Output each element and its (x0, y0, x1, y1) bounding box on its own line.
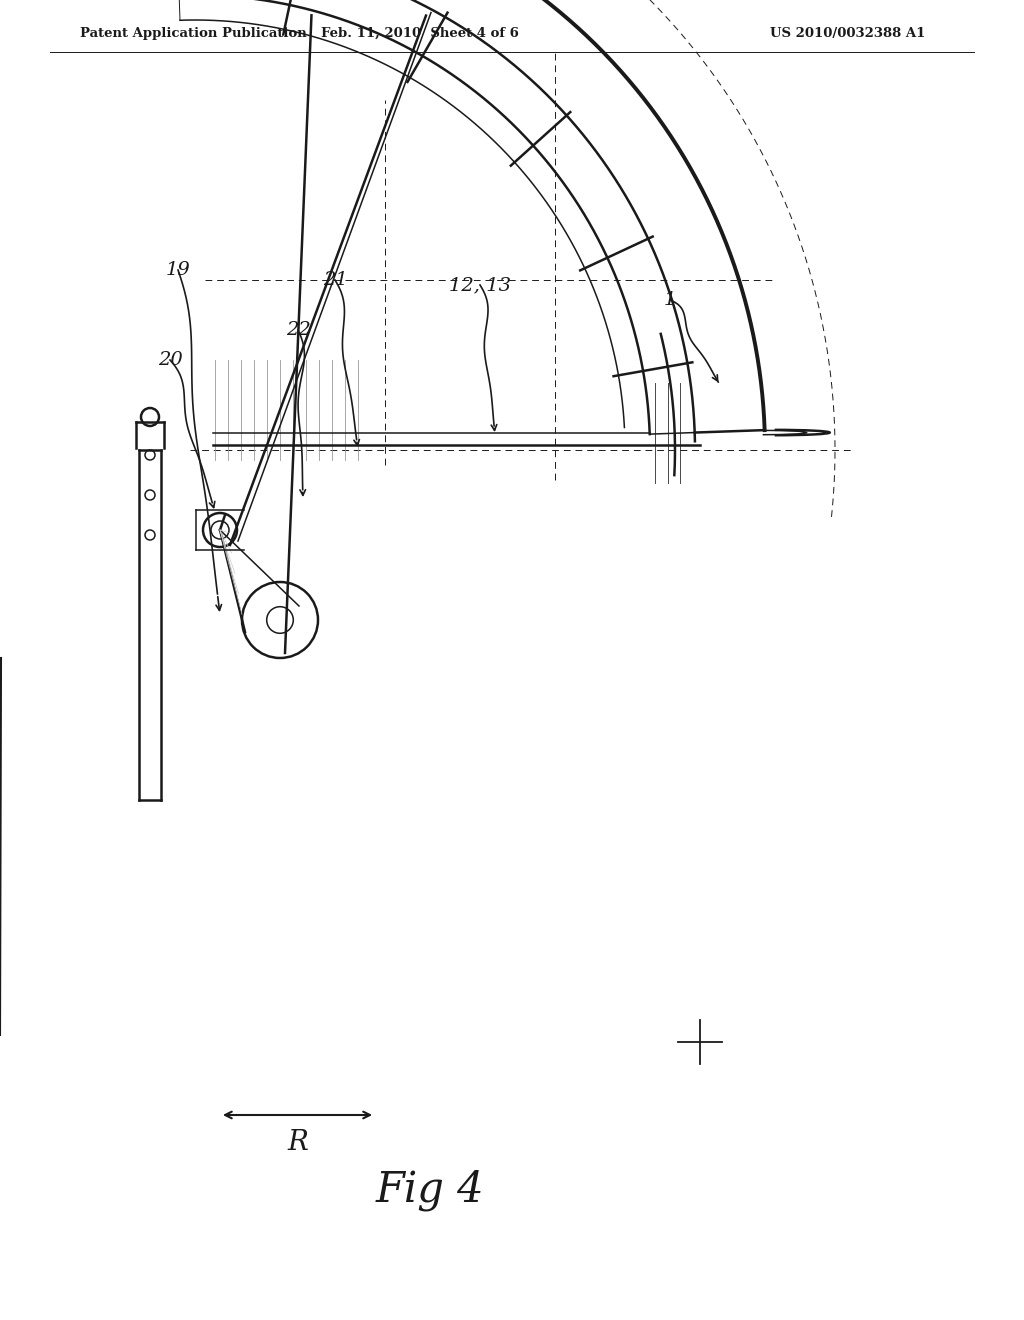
Text: R: R (287, 1130, 308, 1156)
Text: 21: 21 (323, 271, 347, 289)
Text: 19: 19 (166, 261, 190, 279)
Text: 20: 20 (158, 351, 182, 370)
Text: Fig 4: Fig 4 (376, 1170, 484, 1210)
Text: Feb. 11, 2010  Sheet 4 of 6: Feb. 11, 2010 Sheet 4 of 6 (322, 26, 519, 40)
Text: 12, 13: 12, 13 (449, 276, 511, 294)
Text: 1: 1 (664, 290, 676, 309)
Text: 22: 22 (286, 321, 310, 339)
Text: US 2010/0032388 A1: US 2010/0032388 A1 (770, 26, 926, 40)
Text: Patent Application Publication: Patent Application Publication (80, 26, 307, 40)
